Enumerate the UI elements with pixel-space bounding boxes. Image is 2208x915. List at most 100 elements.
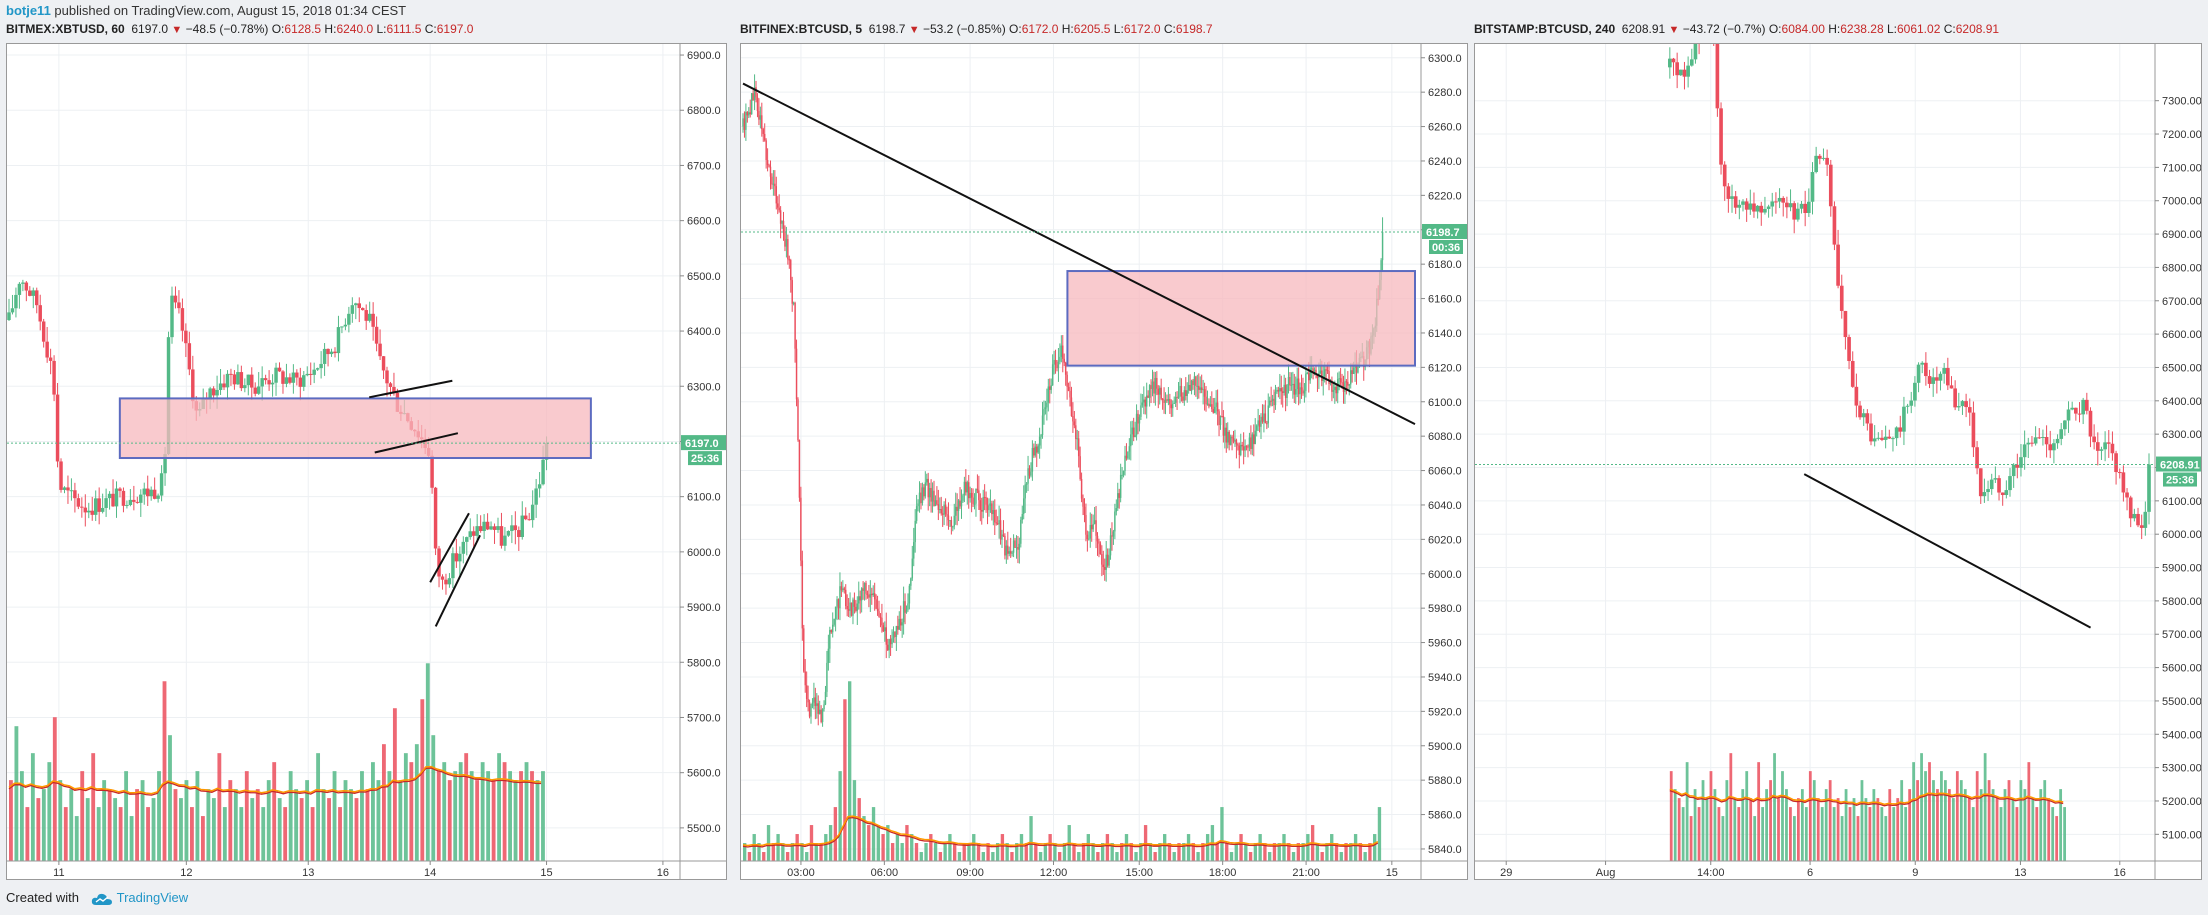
candle: [118, 488, 122, 491]
candle: [267, 380, 271, 385]
timer-tag: [1429, 239, 1463, 254]
volume-bar: [1669, 771, 1673, 861]
volume-bar: [2031, 798, 2035, 861]
volume-bar: [1725, 780, 1729, 861]
candle: [1289, 377, 1291, 386]
candle: [1054, 359, 1057, 365]
candle: [1322, 376, 1324, 381]
candle: [1348, 384, 1351, 386]
volume-bar: [2051, 807, 2055, 861]
volume-bar: [513, 780, 518, 861]
volume-bar: [1804, 807, 1808, 861]
tradingview-link[interactable]: TradingView: [116, 890, 189, 905]
candle: [886, 644, 889, 651]
candle: [2117, 472, 2122, 474]
volume-bar: [14, 726, 19, 861]
candle: [1297, 378, 1300, 395]
volume-bar: [900, 843, 904, 861]
published-text: published on TradingView.com, August 15,…: [50, 3, 407, 18]
volume-bar: [1100, 843, 1105, 861]
candle: [1050, 385, 1052, 390]
chart-area[interactable]: 5100.00 5200.00 5300.00 5400.00 5500.00 5600.…: [1474, 43, 2202, 880]
price-tick-label: 6220.0: [1428, 190, 1462, 202]
candle: [1293, 383, 1296, 395]
price-tick-label: 6300.0: [687, 381, 721, 393]
candle: [1876, 437, 1881, 439]
price-tick-label: 6280.0: [1428, 87, 1462, 99]
candle: [1902, 406, 1906, 432]
chart-area[interactable]: 5840.0 5860.0 5880.0 5900.0 5920.0 5940.0 5960…: [740, 43, 1468, 880]
candle: [107, 493, 112, 499]
candle: [329, 351, 334, 355]
volume-bar: [272, 762, 277, 861]
candle: [1030, 471, 1032, 476]
volume-bar: [1991, 789, 1995, 861]
candle: [981, 509, 983, 512]
candle: [1176, 396, 1178, 398]
volume-bar: [1697, 807, 1701, 861]
candle: [1059, 356, 1061, 362]
candle: [312, 369, 316, 375]
volume-bar: [1733, 798, 1737, 861]
volume-bar: [824, 834, 828, 861]
candle: [1164, 399, 1167, 403]
candle: [749, 112, 751, 115]
volume-bar: [757, 843, 761, 861]
volume-bar: [360, 771, 364, 861]
candle: [166, 337, 171, 455]
volume-bar: [1072, 843, 1076, 861]
candle: [1140, 405, 1142, 417]
author-name[interactable]: botje11: [6, 3, 51, 18]
close-value: 6198.7: [1175, 22, 1213, 36]
candle: [1755, 205, 1760, 212]
candle: [998, 520, 1000, 525]
chart-svg[interactable]: 5500.0 5600.0 5700.0 5800.0 5900.0 6000.0 6100…: [7, 44, 727, 880]
volume-bar: [1773, 753, 1776, 861]
candle: [1004, 535, 1006, 556]
candle: [891, 637, 893, 645]
candle: [1880, 437, 1884, 440]
time-tick-label: 6: [1807, 867, 1813, 879]
candle: [1075, 425, 1077, 440]
volume-bar: [1745, 771, 1749, 861]
volume-bar: [1115, 852, 1119, 861]
volume-bar: [1836, 798, 1840, 861]
volume-bar: [1167, 843, 1172, 861]
candle: [52, 360, 56, 395]
candle: [1283, 384, 1285, 393]
candle: [2015, 464, 2020, 468]
volume-bar: [1971, 807, 1975, 861]
volume-bar: [1947, 789, 1951, 861]
volume-bar: [184, 780, 189, 861]
volume-bar: [1785, 789, 1788, 861]
candle: [1357, 366, 1359, 373]
chart-svg[interactable]: 5840.0 5860.0 5880.0 5900.0 5920.0 5940.0 5960…: [741, 44, 1468, 880]
volume-bar: [25, 807, 30, 861]
chart-area[interactable]: 5500.0 5600.0 5700.0 5800.0 5900.0 6000.0 6100…: [6, 43, 727, 880]
candle: [1338, 378, 1340, 380]
price-tick-label: 6160.0: [1428, 294, 1462, 306]
volume-bar: [1983, 753, 1987, 861]
time-tick-label: 06:00: [871, 867, 899, 879]
publish-line: botje11 published on TradingView.com, Au…: [6, 3, 406, 18]
candle: [1007, 545, 1009, 554]
volume-bar: [1225, 843, 1229, 861]
candle: [315, 368, 320, 370]
candle: [305, 373, 309, 376]
candle: [31, 290, 36, 296]
price-tick-label: 5600.0: [687, 768, 721, 780]
volume-bar: [1741, 789, 1745, 861]
candle: [1689, 59, 1694, 66]
candle: [742, 118, 744, 127]
candle: [2033, 437, 2038, 444]
chart-svg[interactable]: 5100.00 5200.00 5300.00 5400.00 5500.00 5600.…: [1475, 44, 2202, 880]
volume-bar: [277, 798, 282, 861]
time-tick-label: 16: [657, 867, 669, 879]
candle: [1132, 427, 1135, 438]
candle: [907, 603, 909, 610]
candle: [905, 609, 908, 613]
price-tick-label: 5980.0: [1428, 603, 1462, 615]
candle: [1241, 444, 1243, 447]
candle: [1189, 384, 1191, 391]
candle: [1321, 370, 1323, 381]
